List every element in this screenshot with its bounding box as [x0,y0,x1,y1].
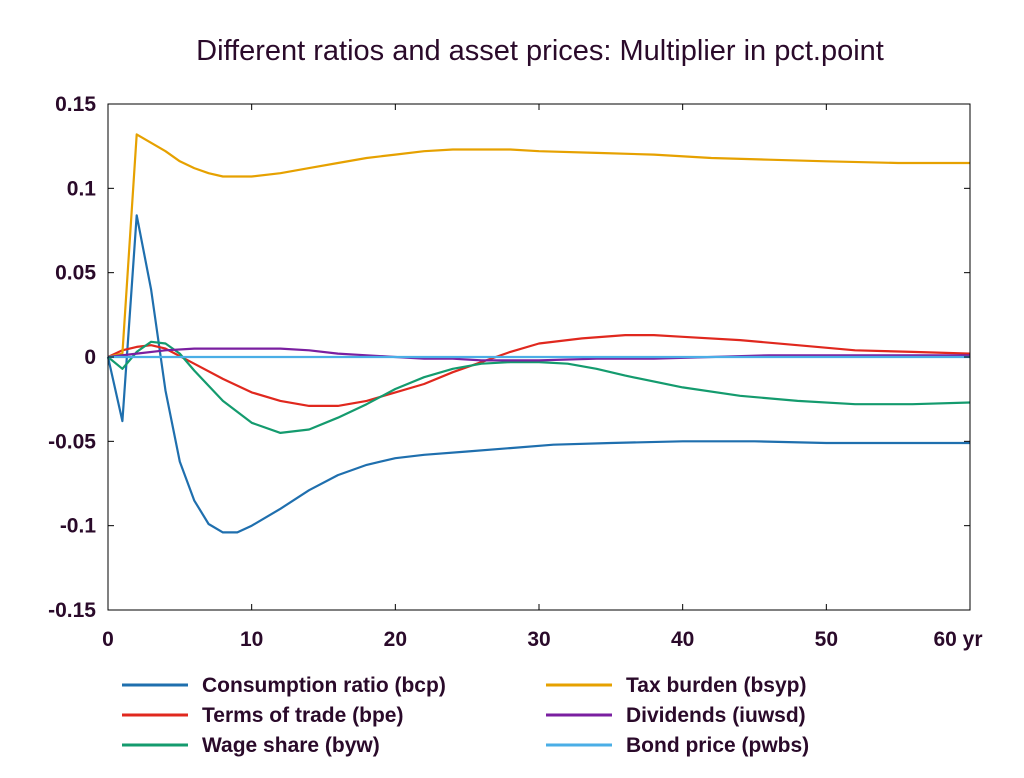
y-tick-label: 0.05 [55,262,96,285]
plot-layer [106,133,971,534]
legend-item-tax-burden: Tax burden (bsyp) [546,674,806,697]
legend-label: Tax burden (bsyp) [626,674,806,697]
x-tick-label: 20 [384,628,407,651]
legend-item-dividends: Dividends (iuwsd) [546,704,806,727]
legend-item-terms-of-trade: Terms of trade (bpe) [122,704,403,727]
x-tick-label: 60 yr [933,628,982,651]
legend-label: Consumption ratio (bcp) [202,674,446,697]
series-line-terms-of-trade [107,334,971,407]
axes-layer: 0.15 0.1 0.05 0 -0.05 -0.1 -0.15 0 10 20 30 40 50 60 … [48,93,982,651]
legend: Consumption ratio (bcp) Terms of trade (b… [122,674,809,757]
legend-item-consumption-ratio: Consumption ratio (bcp) [122,674,446,697]
y-tick-label: -0.15 [48,599,96,622]
x-tick-label: 10 [240,628,263,651]
legend-label: Wage share (byw) [202,734,380,757]
legend-label: Dividends (iuwsd) [626,704,806,727]
series-line-consumption-ratio [106,214,970,534]
chart-title: Different ratios and asset prices: Multi… [196,35,884,67]
x-tick-label: 40 [671,628,694,651]
series-line-dividends [107,347,970,362]
legend-label: Bond price (pwbs) [626,734,809,757]
y-tick-label: 0 [84,346,96,369]
y-tick-label: 0.15 [55,93,96,116]
legend-label: Terms of trade (bpe) [202,704,403,727]
series-line-wage-share [107,340,971,434]
x-tick-label: 50 [815,628,838,651]
y-tick-label: 0.1 [67,177,97,200]
series-line-tax-burden [107,133,970,359]
y-tick-label: -0.1 [60,515,97,538]
y-tick-label: -0.05 [48,430,96,453]
x-tick-label: 0 [102,628,114,651]
legend-item-bond-price: Bond price (pwbs) [546,734,809,757]
x-tick-label: 30 [527,628,550,651]
legend-item-wage-share: Wage share (byw) [122,734,380,757]
